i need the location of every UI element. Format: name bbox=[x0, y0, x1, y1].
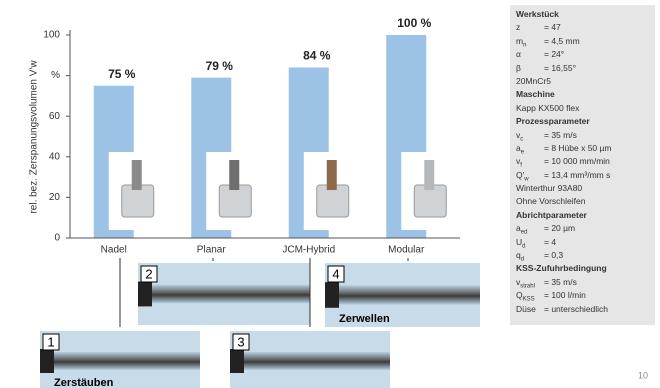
x-tick-label: Nadel bbox=[101, 245, 127, 256]
image-caption: Zerstäuben bbox=[54, 377, 114, 388]
y-tick-label: 60 bbox=[49, 111, 61, 122]
spray-jet bbox=[230, 352, 390, 370]
param-value: = 16,55° bbox=[544, 63, 576, 73]
param-text: Winterthur 93A80 bbox=[516, 182, 649, 195]
x-tick-label: Modular bbox=[388, 245, 425, 256]
param-row: vf= 10 000 mm/min bbox=[516, 155, 649, 168]
param-row: Q'w= 13,4 mm³/mm s bbox=[516, 169, 649, 182]
y-tick-label: 100 bbox=[43, 30, 60, 41]
param-row: mn= 4,5 mm bbox=[516, 35, 649, 48]
y-tick-label: 40 bbox=[49, 151, 61, 162]
spray-jet bbox=[325, 285, 480, 304]
param-value: = 4,5 mm bbox=[544, 36, 580, 46]
param-symbol: z bbox=[516, 21, 544, 34]
x-tick-label: JCM-Hybrid bbox=[282, 245, 335, 256]
param-row: vstrahl= 35 m/s bbox=[516, 276, 649, 289]
y-tick-label: % bbox=[51, 70, 60, 81]
product-tool bbox=[229, 160, 239, 190]
param-row: qd= 0,3 bbox=[516, 249, 649, 262]
param-row: β = 16,55° bbox=[516, 62, 649, 75]
param-symbol: α bbox=[516, 48, 544, 61]
param-value: = 13,4 mm³/mm s bbox=[544, 170, 610, 180]
param-text: Ohne Vorschleifen bbox=[516, 195, 649, 208]
value-label: 84 % bbox=[303, 49, 331, 63]
param-row: vc= 35 m/s bbox=[516, 129, 649, 142]
spray-jet bbox=[40, 352, 200, 370]
param-row: z = 47 bbox=[516, 21, 649, 34]
param-symbol: β bbox=[516, 62, 544, 75]
param-value: = 24° bbox=[544, 49, 564, 59]
value-label: 75 % bbox=[108, 67, 136, 81]
param-value: = 0,3 bbox=[544, 250, 563, 260]
param-row: QKSS= 100 l/min bbox=[516, 289, 649, 302]
param-symbol: Düse bbox=[516, 303, 544, 316]
image-number: 2 bbox=[145, 266, 152, 281]
param-heading: Prozessparameter bbox=[516, 115, 649, 128]
param-symbol-main: Q bbox=[516, 290, 523, 300]
x-tick-label: Planar bbox=[197, 245, 227, 256]
param-heading: Werkstück bbox=[516, 8, 649, 21]
param-heading: Abrichtparameter bbox=[516, 209, 649, 222]
param-symbol-main: z bbox=[516, 22, 520, 32]
value-label: 100 % bbox=[397, 16, 431, 30]
product-tool bbox=[424, 160, 434, 190]
param-value: = 20 µm bbox=[544, 223, 575, 233]
param-heading: KSS-Zufuhrbedingung bbox=[516, 262, 649, 275]
spray-jet bbox=[138, 285, 310, 304]
slide: rel. bez. Zerspanungsvolumen V'w 0 20 40 60… bbox=[0, 0, 660, 388]
param-value: = 4 bbox=[544, 237, 556, 247]
param-symbol-main: Düse bbox=[516, 304, 536, 314]
y-tick-label: 20 bbox=[49, 192, 61, 203]
param-row: ae= 8 Hübe x 50 µm bbox=[516, 142, 649, 155]
value-label: 79 % bbox=[206, 59, 234, 73]
page-number: 10 bbox=[638, 370, 648, 380]
param-value: = 47 bbox=[544, 22, 561, 32]
product-tool bbox=[132, 160, 142, 190]
y-tick-label: 0 bbox=[54, 233, 60, 244]
nozzle bbox=[40, 349, 54, 373]
nozzle bbox=[325, 282, 339, 308]
param-value: = 35 m/s bbox=[544, 130, 577, 140]
image-number: 1 bbox=[47, 334, 54, 349]
param-value: = 35 m/s bbox=[544, 277, 577, 287]
image-number: 4 bbox=[332, 266, 339, 281]
param-symbol-main: Q' bbox=[516, 170, 524, 180]
param-row: α = 24° bbox=[516, 48, 649, 61]
param-symbol-main: β bbox=[516, 63, 521, 73]
param-row: aed= 20 µm bbox=[516, 222, 649, 235]
y-axis-label: rel. bez. Zerspanungsvolumen V'w bbox=[29, 60, 40, 214]
param-text: 20MnCr5 bbox=[516, 75, 649, 88]
image-caption: Zerwellen bbox=[339, 313, 390, 325]
param-row: Ud= 4 bbox=[516, 236, 649, 249]
param-value: = 8 Hübe x 50 µm bbox=[544, 143, 612, 153]
param-value: = unterschiedlich bbox=[544, 304, 608, 314]
param-symbol-main: α bbox=[516, 49, 521, 59]
param-row: Düse = unterschiedlich bbox=[516, 303, 649, 316]
param-heading: Maschine bbox=[516, 88, 649, 101]
product-tool bbox=[327, 160, 337, 190]
param-text: Kapp KX500 flex bbox=[516, 102, 649, 115]
param-value: = 100 l/min bbox=[544, 290, 586, 300]
image-number: 3 bbox=[237, 334, 244, 349]
nozzle bbox=[138, 282, 152, 307]
param-value: = 10 000 mm/min bbox=[544, 156, 610, 166]
nozzle bbox=[230, 349, 244, 373]
